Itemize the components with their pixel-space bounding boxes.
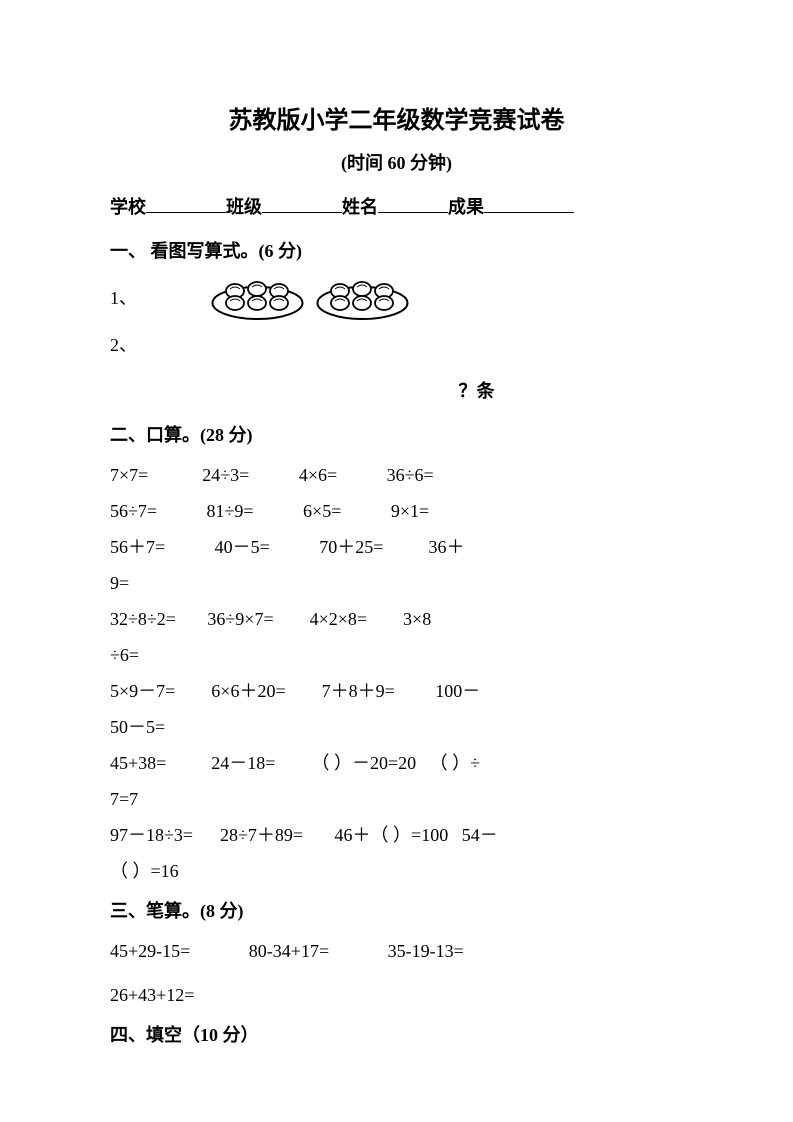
q2-label: 2、	[110, 331, 683, 357]
school-label: 学校	[110, 193, 146, 219]
problem-row: 7=7	[110, 781, 683, 817]
plate-group	[210, 273, 410, 321]
q2-unit: ？条	[110, 377, 683, 403]
question-1: 1、	[110, 273, 683, 321]
plate-icon	[315, 273, 410, 321]
problem-row: 32÷8÷2= 36÷9×7= 4×2×8= 3×8	[110, 601, 683, 637]
problem-row: ÷6=	[110, 637, 683, 673]
info-line: 学校 班级 姓名 成果	[110, 193, 683, 219]
problem-row: 5×9－7= 6×6＋20= 7＋8＋9= 100－	[110, 673, 683, 709]
exam-page: 苏教版小学二年级数学竞赛试卷 (时间 60 分钟) 学校 班级 姓名 成果 一、…	[0, 0, 793, 1122]
name-label: 姓名	[342, 193, 378, 219]
class-blank[interactable]	[262, 194, 342, 213]
problem-row: 45+38= 24－18= （ ）－20=20 （ ）÷	[110, 745, 683, 781]
score-label: 成果	[448, 193, 484, 219]
section1-heading: 一、 看图写算式。(6 分)	[110, 237, 683, 263]
page-title: 苏教版小学二年级数学竞赛试卷	[110, 100, 683, 135]
section3-row1: 45+29-15= 80-34+17= 35-19-13=	[110, 933, 683, 969]
problem-row: 9=	[110, 565, 683, 601]
problem-row: 56＋7= 40－5= 70＋25= 36＋	[110, 529, 683, 565]
school-blank[interactable]	[146, 194, 226, 213]
score-blank[interactable]	[484, 194, 574, 213]
problem-row: 56÷7= 81÷9= 6×5= 9×1=	[110, 493, 683, 529]
problem-row: 50－5=	[110, 709, 683, 745]
section3-row2: 26+43+12=	[110, 977, 683, 1013]
plate-icon	[210, 273, 305, 321]
class-label: 班级	[226, 193, 262, 219]
problem-row: 97－18÷3= 28÷7＋89= 46＋（ ）=100 54－	[110, 817, 683, 853]
section2-heading: 二、口算。(28 分)	[110, 421, 683, 447]
q1-label: 1、	[110, 284, 190, 310]
page-subtitle: (时间 60 分钟)	[110, 149, 683, 175]
section2-rows: 7×7= 24÷3= 4×6= 36÷6= 56÷7= 81÷9= 6×5= 9…	[110, 457, 683, 889]
name-blank[interactable]	[378, 194, 448, 213]
section3-heading: 三、笔算。(8 分)	[110, 897, 683, 923]
problem-row: （ ）=16	[110, 853, 683, 889]
section4-heading: 四、填空（10 分）	[110, 1021, 683, 1047]
problem-row: 7×7= 24÷3= 4×6= 36÷6=	[110, 457, 683, 493]
